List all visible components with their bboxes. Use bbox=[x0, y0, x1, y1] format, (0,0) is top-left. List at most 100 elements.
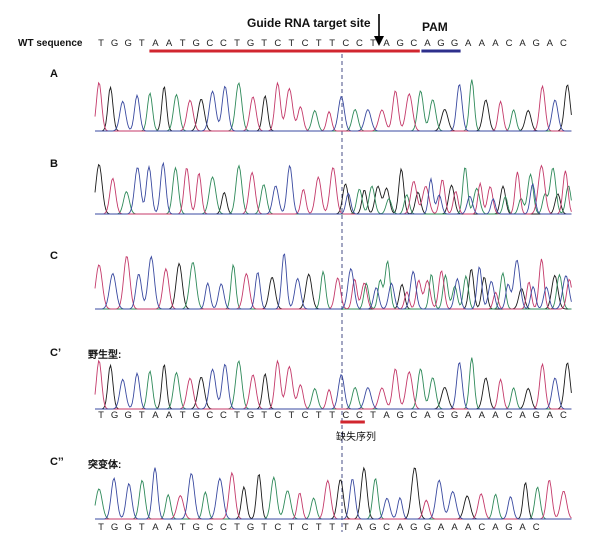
trace-channel-3 bbox=[95, 161, 572, 215]
c-prime-base: A bbox=[465, 410, 472, 421]
c-prime-base: G bbox=[397, 410, 404, 421]
wt-base: C bbox=[302, 38, 309, 49]
c-prime-base: C bbox=[274, 410, 281, 421]
c-double-prime-base: T bbox=[261, 522, 267, 533]
c-double-prime-base: G bbox=[193, 522, 200, 533]
panel-c-label: C bbox=[50, 250, 58, 262]
panel-c-prime-trace bbox=[94, 357, 572, 410]
wt-base: A bbox=[166, 38, 173, 49]
trace-channel-2 bbox=[94, 256, 572, 310]
wt-base: C bbox=[220, 38, 227, 49]
wt-base: A bbox=[424, 38, 431, 49]
panel-c-trace bbox=[94, 253, 572, 310]
c-double-prime-base: A bbox=[438, 522, 445, 533]
wt-base: T bbox=[370, 38, 376, 49]
c-prime-base: C bbox=[206, 410, 213, 421]
wt-base: G bbox=[533, 38, 540, 49]
wt-base: G bbox=[193, 38, 200, 49]
deletion-sequence-label: 缺失序列 bbox=[336, 432, 376, 443]
c-double-prime-base: T bbox=[180, 522, 186, 533]
c-prime-base: C bbox=[342, 410, 349, 421]
wt-base: T bbox=[261, 38, 267, 49]
c-prime-base: G bbox=[125, 410, 132, 421]
c-prime-base: T bbox=[139, 410, 145, 421]
c-prime-base: C bbox=[302, 410, 309, 421]
trace-channel-3 bbox=[95, 253, 572, 310]
c-prime-base: G bbox=[247, 410, 254, 421]
trace-channel-3 bbox=[95, 361, 572, 410]
panel-b-trace bbox=[94, 161, 572, 215]
wt-base: C bbox=[506, 38, 513, 49]
wt-base: C bbox=[206, 38, 213, 49]
c-double-prime-base: G bbox=[369, 522, 376, 533]
panel-c-prime-label: C’ bbox=[50, 347, 61, 359]
c-double-prime-base: T bbox=[288, 522, 294, 533]
wt-base: G bbox=[125, 38, 132, 49]
c-double-prime-base: T bbox=[316, 522, 322, 533]
wt-base: C bbox=[410, 38, 417, 49]
wt-base: C bbox=[274, 38, 281, 49]
c-prime-base: C bbox=[220, 410, 227, 421]
panel-c-double-prime-trace bbox=[94, 466, 572, 520]
wt-base: G bbox=[247, 38, 254, 49]
wt-base: A bbox=[383, 38, 390, 49]
c-prime-base: A bbox=[424, 410, 431, 421]
wt-base: A bbox=[152, 38, 159, 49]
wt-base: T bbox=[288, 38, 294, 49]
trace-channel-0 bbox=[95, 84, 572, 132]
c-prime-base: T bbox=[316, 410, 322, 421]
wt-base: C bbox=[356, 38, 363, 49]
c-prime-base: A bbox=[166, 410, 173, 421]
wt-base: G bbox=[111, 38, 118, 49]
c-prime-base: G bbox=[111, 410, 118, 421]
c-double-prime-base: T bbox=[98, 522, 104, 533]
panel-a-trace bbox=[94, 79, 572, 132]
c-double-prime-base: G bbox=[424, 522, 431, 533]
c-double-prime-base: G bbox=[125, 522, 132, 533]
c-double-prime-base: A bbox=[397, 522, 404, 533]
c-prime-base: A bbox=[492, 410, 499, 421]
wild-type-caption: 野生型: bbox=[88, 350, 122, 361]
c-double-prime-base: A bbox=[152, 522, 159, 533]
c-double-prime-base: G bbox=[505, 522, 512, 533]
c-prime-base: T bbox=[98, 410, 104, 421]
c-prime-base: A bbox=[479, 410, 486, 421]
c-prime-base: G bbox=[451, 410, 458, 421]
wt-base: T bbox=[234, 38, 240, 49]
c-double-prime-base: T bbox=[234, 522, 240, 533]
wt-base: G bbox=[397, 38, 404, 49]
c-prime-base: T bbox=[329, 410, 335, 421]
c-double-prime-base: A bbox=[166, 522, 173, 533]
c-prime-base: G bbox=[437, 410, 444, 421]
c-double-prime-base: C bbox=[302, 522, 309, 533]
c-prime-base: T bbox=[234, 410, 240, 421]
c-double-prime-base: C bbox=[383, 522, 390, 533]
c-prime-base: A bbox=[547, 410, 554, 421]
panel-b-label: B bbox=[50, 158, 58, 170]
c-prime-base: A bbox=[519, 410, 526, 421]
c-prime-base: C bbox=[506, 410, 513, 421]
c-prime-base: T bbox=[288, 410, 294, 421]
c-prime-base: T bbox=[180, 410, 186, 421]
wt-base: T bbox=[139, 38, 145, 49]
c-prime-base: C bbox=[410, 410, 417, 421]
wt-base: T bbox=[316, 38, 322, 49]
c-double-prime-base: C bbox=[220, 522, 227, 533]
wt-base: G bbox=[451, 38, 458, 49]
wt-base: A bbox=[547, 38, 554, 49]
wt-base: T bbox=[98, 38, 104, 49]
wt-base: C bbox=[560, 38, 567, 49]
c-double-prime-base: C bbox=[533, 522, 540, 533]
c-prime-base: C bbox=[356, 410, 363, 421]
wt-base: T bbox=[329, 38, 335, 49]
c-double-prime-base: T bbox=[139, 522, 145, 533]
cut-site-arrow-icon bbox=[374, 14, 384, 46]
c-double-prime-base: G bbox=[111, 522, 118, 533]
guide-rna-title: Guide RNA target site bbox=[247, 16, 371, 30]
c-double-prime-base: A bbox=[356, 522, 363, 533]
wt-base: A bbox=[519, 38, 526, 49]
c-double-prime-base: G bbox=[247, 522, 254, 533]
